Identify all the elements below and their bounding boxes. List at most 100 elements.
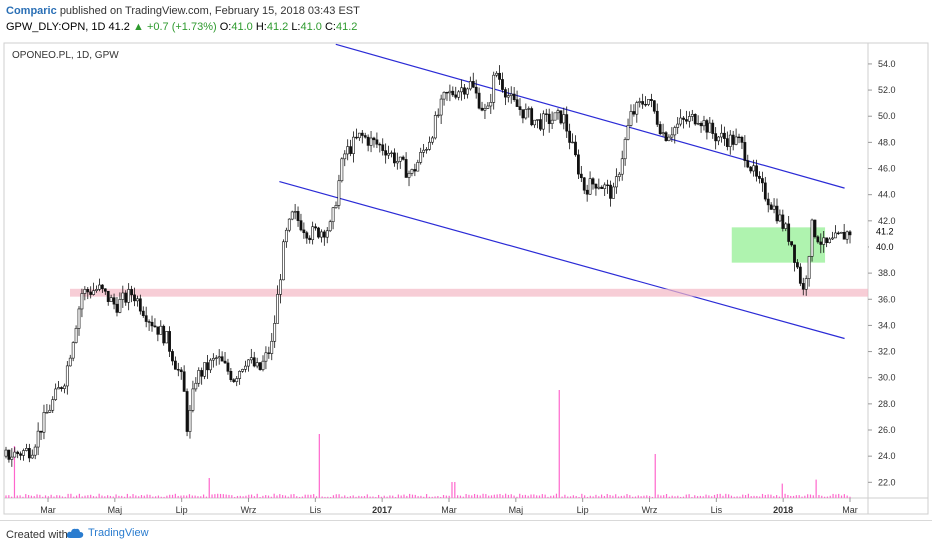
volume-bar bbox=[764, 494, 766, 498]
volume-bar bbox=[155, 496, 157, 498]
candle-body bbox=[320, 231, 323, 238]
volume-bar bbox=[792, 495, 795, 498]
volume-bar bbox=[634, 496, 637, 498]
candle-body bbox=[629, 111, 633, 126]
volume-bar bbox=[177, 495, 179, 498]
candle-body bbox=[620, 158, 624, 175]
candle-body bbox=[378, 143, 382, 146]
candle-body bbox=[474, 86, 478, 94]
x-tick-label: Wrz bbox=[241, 505, 257, 515]
candle-body bbox=[45, 412, 49, 414]
candle-body bbox=[276, 294, 279, 324]
author-link[interactable]: Comparic bbox=[6, 5, 57, 17]
volume-bar bbox=[705, 494, 707, 498]
candle-body bbox=[340, 158, 344, 182]
time-axis[interactable]: Mar Maj Lip Wrz Lis 2017 Mar Maj Lip Wrz Lis 2018 Ma… bbox=[40, 498, 858, 515]
volume-bar bbox=[129, 496, 131, 498]
volume-bar bbox=[146, 494, 148, 498]
candle-body bbox=[775, 205, 779, 222]
volume-bar bbox=[290, 494, 292, 498]
support-band bbox=[70, 288, 868, 297]
candle-body bbox=[302, 229, 306, 234]
x-tick-label: Lis bbox=[310, 505, 322, 515]
candle-body bbox=[831, 237, 834, 240]
volume-bar bbox=[589, 495, 591, 498]
tradingview-brand[interactable]: TradingView bbox=[66, 527, 149, 539]
candle-body bbox=[466, 88, 469, 95]
candle-body bbox=[801, 283, 805, 290]
volume-bar bbox=[180, 495, 182, 498]
candle-body bbox=[375, 139, 379, 145]
candle-body bbox=[410, 169, 414, 174]
volume-bar bbox=[270, 496, 272, 498]
candle-body bbox=[603, 184, 607, 189]
candle-body bbox=[217, 356, 221, 359]
volume-bar bbox=[815, 479, 817, 498]
candle-body bbox=[714, 133, 718, 142]
volume-bar bbox=[505, 493, 507, 498]
price-chart[interactable]: OPONEO.PL, 1D, GPW 54.0 52.0 50.0 48.0 46.0 4… bbox=[0, 40, 932, 520]
candle-body bbox=[296, 211, 300, 221]
volume-bar bbox=[569, 496, 572, 498]
candle-body bbox=[264, 352, 268, 362]
volume-bar bbox=[519, 493, 521, 498]
candle-body bbox=[74, 328, 78, 343]
volume-bar bbox=[245, 495, 247, 498]
volume-bar bbox=[609, 495, 611, 498]
volume-bar bbox=[273, 493, 275, 498]
volume-bar bbox=[812, 495, 814, 498]
volume-bar bbox=[344, 495, 346, 498]
candle-body bbox=[25, 448, 28, 451]
volume-bar bbox=[527, 495, 529, 498]
candle-body bbox=[346, 146, 350, 155]
candle-body bbox=[828, 238, 831, 243]
volume-bar bbox=[533, 494, 535, 498]
volume-bar bbox=[739, 496, 741, 498]
volume-bar bbox=[160, 496, 162, 498]
candle-body bbox=[54, 388, 58, 400]
volume-bar bbox=[756, 495, 758, 498]
volume-bar bbox=[581, 493, 583, 498]
candle-body bbox=[381, 144, 385, 151]
candle-body bbox=[521, 109, 525, 119]
candle-body bbox=[311, 226, 315, 241]
volume-bar bbox=[719, 493, 721, 498]
candle-body bbox=[655, 110, 659, 125]
volume-bar bbox=[801, 496, 803, 498]
candle-body bbox=[530, 108, 534, 126]
volume-bar bbox=[138, 496, 140, 498]
candle-body bbox=[322, 231, 326, 238]
candle-body bbox=[740, 136, 744, 143]
candle-body bbox=[211, 357, 215, 361]
candle-body bbox=[314, 226, 317, 229]
low-value: 41.0 bbox=[300, 21, 322, 33]
volume-bar bbox=[87, 495, 89, 498]
candle-body bbox=[261, 360, 265, 370]
footer: Created with TradingView bbox=[0, 520, 932, 551]
candle-body bbox=[492, 74, 496, 103]
candle-body bbox=[36, 430, 40, 448]
volume-bar bbox=[361, 496, 363, 498]
candle-body bbox=[436, 114, 440, 117]
volume-bar bbox=[725, 493, 727, 498]
volume-bar bbox=[301, 496, 303, 498]
volume-bar bbox=[44, 495, 47, 498]
volume-bar bbox=[536, 495, 538, 498]
volume-bar bbox=[468, 494, 470, 498]
symbol-label[interactable]: GPW_DLY:OPN, 1D bbox=[6, 21, 106, 33]
volume-bar bbox=[50, 494, 52, 498]
volume-bar bbox=[558, 390, 560, 498]
candle-body bbox=[398, 156, 402, 162]
last-price-label: 40.0 bbox=[876, 242, 894, 252]
candle-body bbox=[138, 298, 142, 312]
candle-body bbox=[130, 289, 133, 296]
published-text: published on TradingView.com, February 1… bbox=[59, 5, 360, 17]
candle-body bbox=[524, 109, 528, 119]
volume-bar bbox=[101, 495, 103, 498]
candle-body bbox=[463, 87, 466, 95]
volume-bar bbox=[668, 496, 670, 498]
candle-body bbox=[279, 279, 282, 295]
candle-body bbox=[4, 449, 8, 457]
candle-body bbox=[425, 149, 428, 151]
volume-bar bbox=[759, 496, 761, 498]
